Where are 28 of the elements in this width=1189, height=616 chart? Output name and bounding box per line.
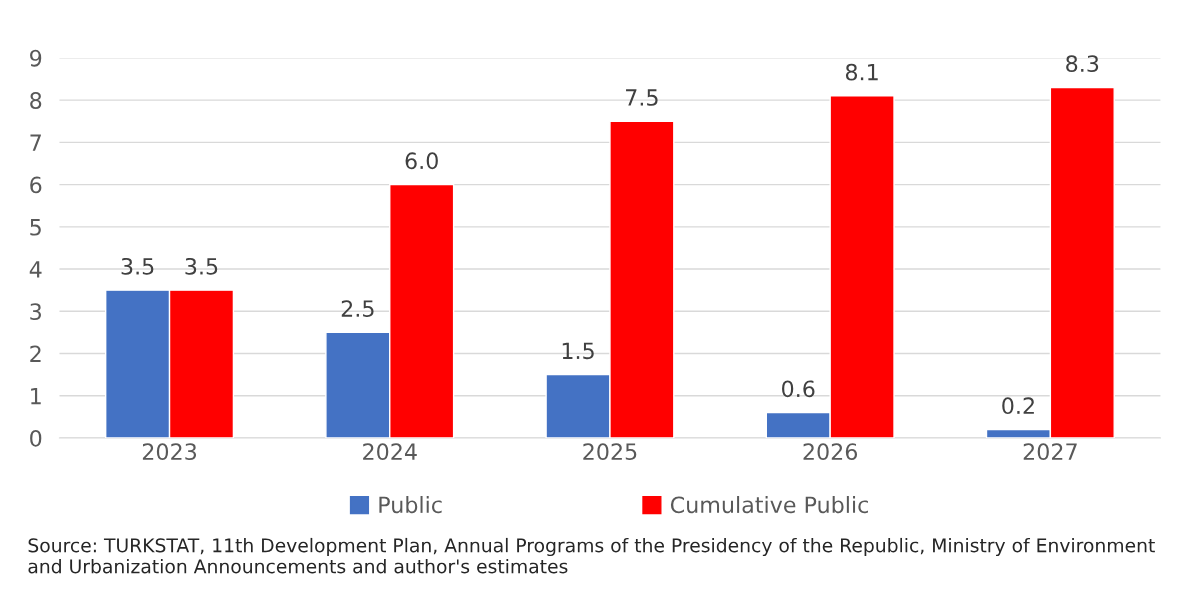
y-tick-label: 0 [30,429,42,447]
data-label: 1.5 [562,342,594,360]
y-tick-label: 7 [30,134,41,151]
y-tick-label: 4 [29,261,42,278]
data-label: 8.1 [845,63,878,81]
source-note: Source: TURKSTAT, 11th Development Plan, Annual Programs of the Presidency of the Republic, Ministry of Environment and Urbanization Announcements and author's estimates [28,537,1155,574]
x-tick-label: 2023 [142,443,197,461]
data-label: 6.0 [405,152,438,170]
data-label: 3.5 [185,257,218,275]
x-tick-label: 2027 [1023,443,1077,461]
y-tick-label: 9 [30,49,42,67]
legend-label: Cumulative Public [670,495,868,514]
y-tick-label: 5 [30,219,41,236]
x-tick-label: 2026 [803,443,858,461]
data-label: 7.5 [626,89,658,106]
data-label: 0.2 [1002,397,1034,415]
x-tick-label: 2024 [363,443,417,461]
data-label: 8.3 [1066,55,1099,73]
y-tick-label: 1 [31,387,41,405]
y-tick-label: 3 [30,303,41,321]
data-label: 2.5 [341,300,374,317]
y-tick-label: 6 [30,176,42,194]
x-tick-label: 2025 [583,443,637,461]
data-label: 0.6 [782,380,815,398]
legend-label: Public [379,495,442,514]
y-tick-label: 2 [30,345,41,362]
y-tick-label: 8 [30,92,42,109]
data-label: 3.5 [121,257,154,275]
